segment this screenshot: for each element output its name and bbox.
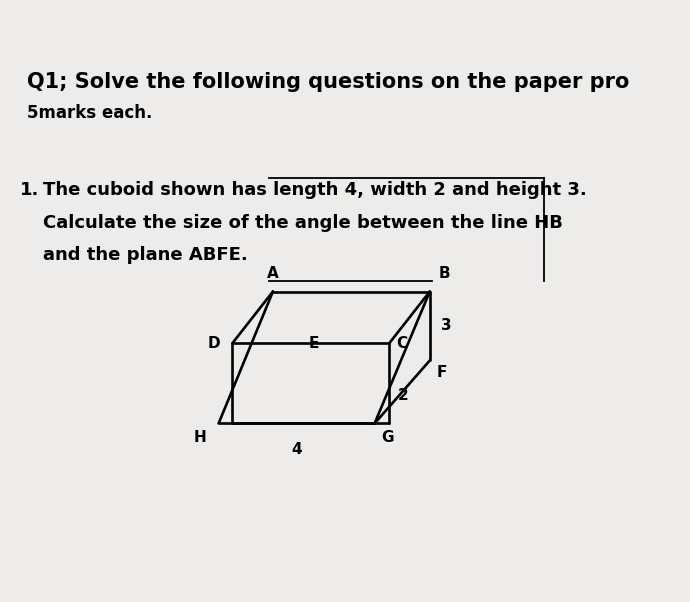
Text: G: G [382,430,394,445]
Text: D: D [208,336,220,351]
Text: and the plane ABFE.: and the plane ABFE. [43,246,248,264]
Text: B: B [438,266,450,281]
Text: C: C [396,336,407,351]
Text: 5marks each.: 5marks each. [27,104,152,122]
Text: H: H [194,430,206,445]
Text: 2: 2 [398,388,408,403]
Text: The cuboid shown has length 4, width 2 and height 3.: The cuboid shown has length 4, width 2 a… [43,181,586,199]
Text: A: A [267,266,279,281]
Text: 3: 3 [441,318,452,334]
Text: F: F [437,365,447,380]
Text: Calculate the size of the angle between the line HB: Calculate the size of the angle between … [43,214,562,232]
Text: 4: 4 [291,442,302,458]
Text: Q1; Solve the following questions on the paper pro: Q1; Solve the following questions on the… [27,72,629,92]
Text: 1.: 1. [20,181,40,199]
Text: E: E [308,336,319,351]
